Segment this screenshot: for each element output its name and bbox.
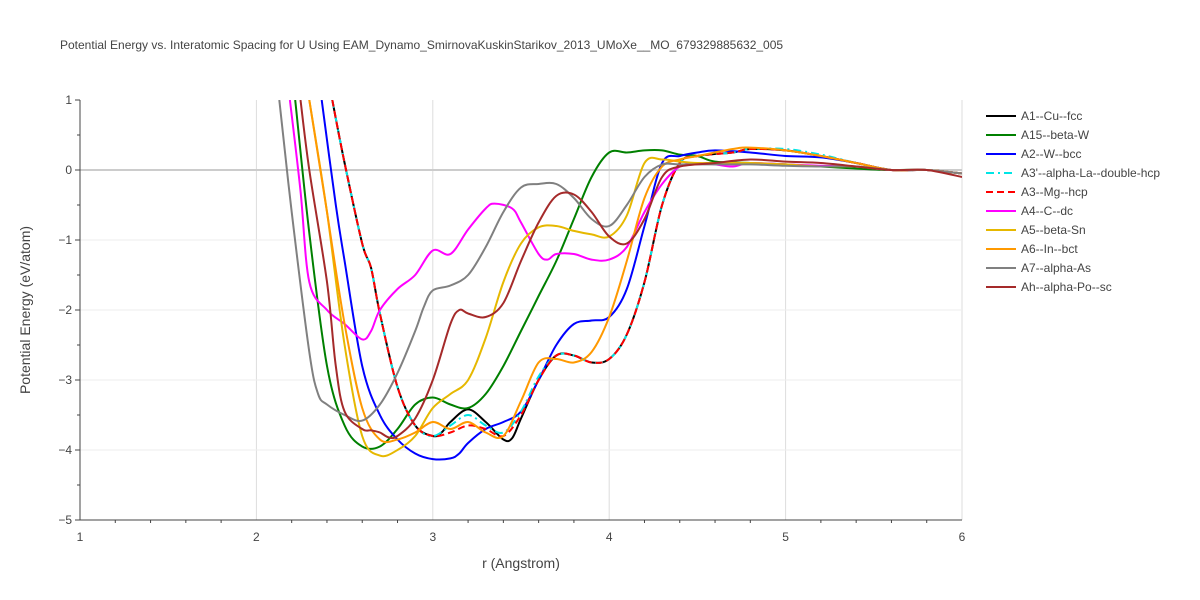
series-line-a2-w-bcc [320, 100, 962, 461]
chart-title: Potential Energy vs. Interatomic Spacing… [60, 38, 784, 52]
legend-label-a3-alpha-la-double-hcp: A3'--alpha-La--double-hcp [1021, 166, 1160, 180]
legend-label-a2-w-bcc: A2--W--bcc [1021, 147, 1081, 161]
legend-label-a1-cu-fcc: A1--Cu--fcc [1021, 109, 1082, 123]
series-line-a6-in-bct [308, 100, 962, 444]
x-tick-label: 3 [429, 530, 436, 544]
series-line-a15-beta-w [294, 100, 962, 450]
axes: 1 2 3 4 5 6 1 0 −1 −2 −3 −4 −5 [58, 93, 965, 544]
series-line-a4-c-dc [288, 100, 962, 341]
series-line-ah-alpha-po-sc [299, 100, 962, 440]
x-tick-label: 6 [959, 530, 966, 544]
x-axis-title: r (Angstrom) [482, 555, 560, 571]
x-tick-label: 1 [77, 530, 84, 544]
legend-label-a5-beta-sn: A5--beta-Sn [1021, 223, 1086, 237]
series-lines [278, 100, 962, 461]
legend-label-ah-alpha-po-sc: Ah--alpha-Po--sc [1021, 280, 1112, 294]
y-tick-label: −2 [58, 303, 72, 317]
legend-label-a4-c-dc: A4--C--dc [1021, 204, 1073, 218]
y-tick-label: −5 [58, 513, 72, 527]
y-tick-label: −1 [58, 233, 72, 247]
y-tick-label: −3 [58, 373, 72, 387]
legend: A1--Cu--fcc A15--beta-W A2--W--bcc A3'--alp… [986, 109, 1160, 294]
legend-label-a7-alpha-as: A7--alpha-As [1021, 261, 1091, 275]
x-tick-label: 5 [782, 530, 789, 544]
series-line-a7-alpha-as [278, 100, 962, 422]
grid [80, 100, 963, 520]
legend-label-a6-in-bct: A6--In--bct [1021, 242, 1078, 256]
x-tick-label: 4 [606, 530, 613, 544]
legend-label-a3-mg-hcp: A3--Mg--hcp [1021, 185, 1088, 199]
y-axis-title: Potential Energy (eV/atom) [17, 226, 33, 394]
series-line-a5-beta-sn [308, 100, 962, 458]
y-tick-label: −4 [58, 443, 72, 457]
y-tick-label: 0 [65, 163, 72, 177]
y-tick-label: 1 [65, 93, 72, 107]
x-tick-label: 2 [253, 530, 260, 544]
legend-label-a15-beta-w: A15--beta-W [1021, 128, 1090, 142]
